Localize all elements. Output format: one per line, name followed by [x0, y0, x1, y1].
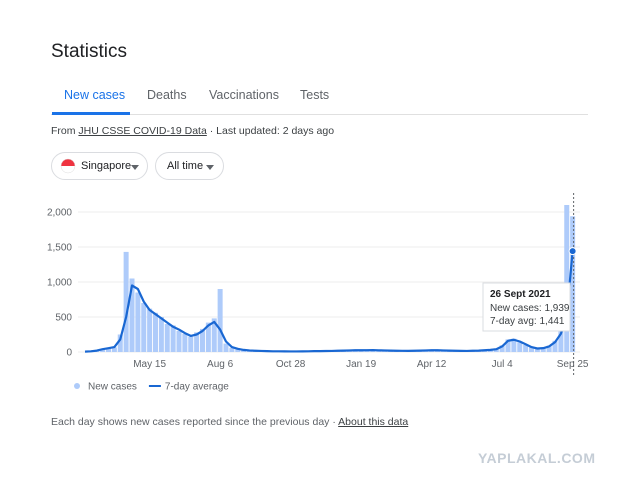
bar [499, 345, 505, 352]
bar [129, 278, 135, 352]
tooltip-date: 26 Sept 2021 [490, 289, 551, 300]
tab-indicator [52, 112, 130, 115]
bar [100, 349, 106, 352]
bar [170, 325, 176, 352]
bar [546, 345, 552, 352]
y-tick-label: 1,500 [47, 243, 72, 254]
legend-swatch [74, 383, 80, 389]
bar [205, 322, 211, 352]
bar [505, 339, 511, 352]
bar [534, 348, 540, 352]
dropdown-arrow [206, 165, 214, 170]
bar [117, 334, 123, 352]
x-tick-label: Oct 28 [276, 359, 306, 370]
tooltip-cases: New cases: 1,939 [490, 303, 570, 314]
bar [182, 333, 188, 352]
watermark: YAPLAKAL.COM [478, 450, 596, 466]
tooltip-avg: 7-day avg: 1,441 [490, 316, 565, 327]
period-label: All time [167, 160, 204, 172]
bar [523, 345, 529, 352]
bar [564, 205, 570, 352]
x-tick-label: May 15 [133, 359, 166, 370]
bar [211, 318, 217, 352]
bar [229, 347, 235, 352]
y-tick-label: 1,000 [47, 278, 72, 289]
bar [540, 347, 546, 352]
bar [176, 331, 182, 352]
bar [111, 347, 117, 352]
flag [60, 158, 76, 174]
bar [529, 347, 534, 352]
bar [188, 336, 194, 352]
tab-divider [51, 114, 588, 115]
source-link[interactable]: JHU CSSE COVID-19 Data [78, 125, 207, 137]
highlight-point [568, 247, 577, 256]
source-line: From JHU CSSE COVID-19 Data · Last updat… [51, 125, 334, 137]
chart: 0 500 1,000 1,500 2,000 May 15 Aug 6 Oct 28 Jan … [47, 193, 589, 393]
bar [147, 308, 153, 352]
y-tick-label: 500 [55, 313, 72, 324]
region-label: Singapore [81, 160, 132, 172]
bar [223, 343, 229, 352]
tooltip: 26 Sept 2021 New cases: 1,939 7-day avg: 1… [482, 282, 571, 332]
bar [241, 350, 247, 352]
bar [141, 303, 147, 352]
bar [493, 348, 499, 352]
x-tick-label: Jan 19 [346, 359, 376, 370]
legend-label: 7-day average [165, 382, 229, 393]
x-tick-label: Jul 4 [492, 359, 514, 370]
bar [153, 312, 158, 352]
dropdown-arrow [131, 165, 139, 170]
page-title: Statistics [51, 41, 128, 62]
y-tick-label: 2,000 [47, 208, 72, 219]
tab[interactable]: New cases [64, 88, 126, 102]
bar [135, 292, 141, 352]
region-dropdown[interactable]: Singapore [51, 152, 148, 180]
tab[interactable]: Vaccinations [209, 88, 279, 102]
x-tick-label: Apr 12 [417, 359, 447, 370]
bar [235, 349, 241, 352]
bar [200, 328, 205, 352]
separator: · [209, 125, 214, 137]
period-dropdown[interactable]: All time [155, 152, 224, 180]
about-link[interactable]: About this data [338, 416, 409, 428]
footer-note: Each day shows new cases reported since … [51, 416, 330, 428]
bar [106, 347, 111, 352]
tooltip-box [482, 282, 571, 332]
line [84, 251, 574, 353]
bar [194, 332, 200, 352]
footer: Each day shows new cases reported since … [51, 416, 408, 428]
x-tick-label: Sep 25 [557, 359, 589, 370]
legend-label: New cases [88, 382, 137, 393]
last-updated: Last updated: 2 days ago [216, 125, 335, 137]
tab[interactable]: Deaths [147, 88, 187, 102]
bar [158, 317, 164, 352]
separator: · [332, 416, 336, 428]
y-tick-label: 0 [66, 348, 72, 359]
tab[interactable]: Tests [300, 88, 330, 102]
source-prefix: From [51, 125, 76, 137]
bar [217, 289, 223, 352]
bar [558, 331, 564, 352]
bar [123, 251, 129, 352]
bar [164, 324, 170, 352]
bar [552, 340, 558, 352]
bar [517, 342, 523, 352]
bar [511, 338, 517, 352]
x-tick-label: Aug 6 [207, 359, 234, 370]
bar [570, 216, 576, 352]
